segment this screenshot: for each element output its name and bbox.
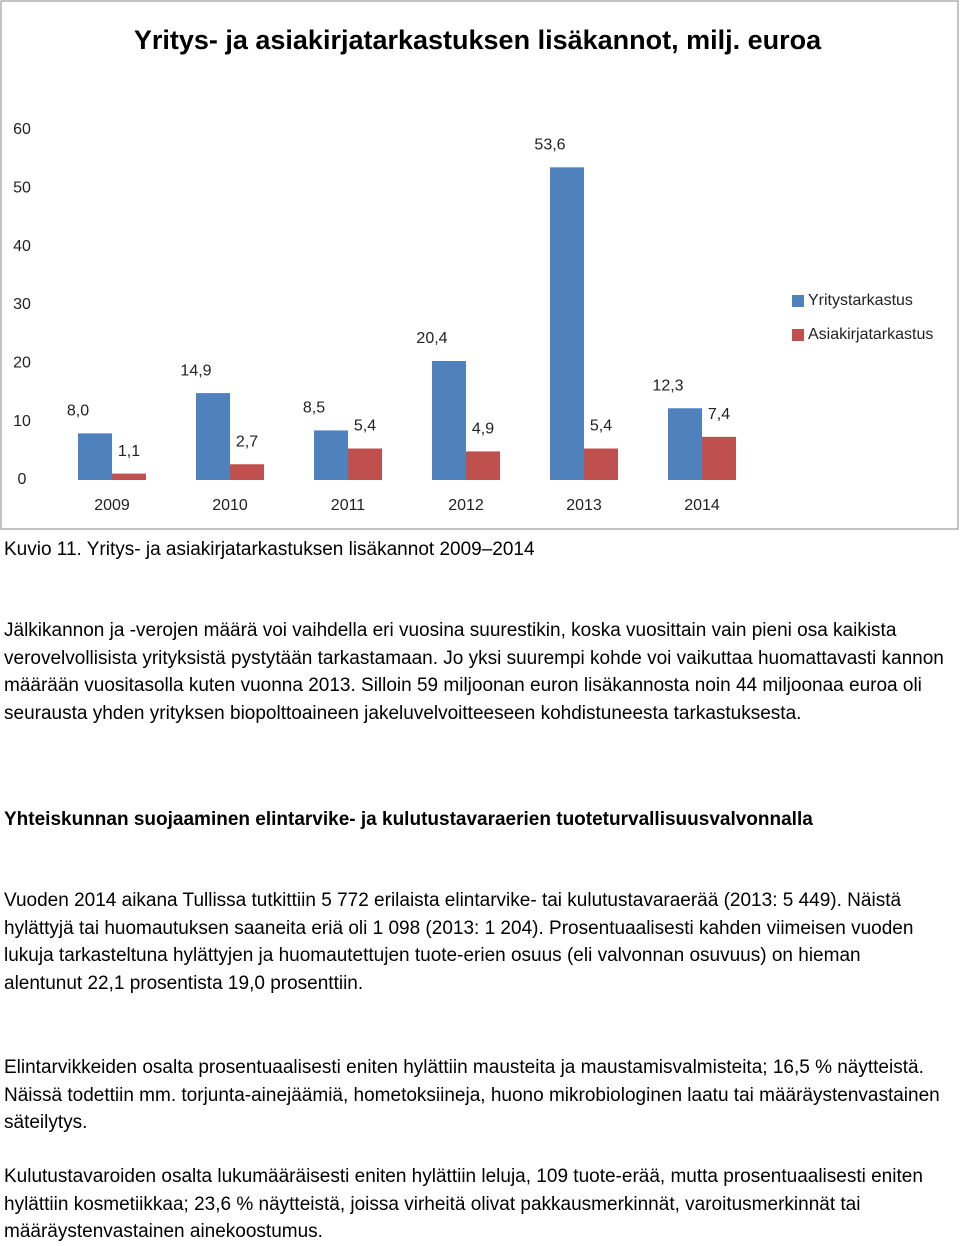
value-label: 2,7 <box>236 433 258 450</box>
value-label: 4,9 <box>472 421 494 438</box>
y-tick-label: 30 <box>13 296 31 313</box>
chart-title: Yritys- ja asiakirjatarkastuksen lisäkan… <box>133 25 822 55</box>
bar <box>668 408 702 480</box>
value-label: 53,6 <box>534 137 565 154</box>
value-label: 12,3 <box>652 377 683 394</box>
paragraph: Kulutustavaroiden osalta lukumääräisesti… <box>4 1166 923 1242</box>
y-tick-label: 60 <box>13 121 31 138</box>
y-tick-label: 40 <box>13 238 31 255</box>
value-label: 1,1 <box>118 443 140 460</box>
bar <box>112 473 146 480</box>
bar <box>78 433 112 480</box>
value-label: 8,0 <box>67 403 89 420</box>
bar <box>348 448 382 480</box>
paragraph: Elintarvikkeiden osalta prosentuaalisest… <box>4 1057 940 1133</box>
bar <box>466 451 500 480</box>
value-label: 14,9 <box>180 362 211 379</box>
x-tick-label: 2013 <box>566 497 602 514</box>
paragraph: Vuoden 2014 aikana Tullissa tutkittiin 5… <box>4 890 914 994</box>
paragraph: Jälkikannon ja -verojen määrä voi vaihde… <box>4 620 944 724</box>
value-label: 8,5 <box>303 400 325 417</box>
value-label: 5,4 <box>590 418 612 435</box>
bar <box>702 436 736 480</box>
x-tick-label: 2012 <box>448 497 484 514</box>
y-tick-label: 10 <box>13 413 31 430</box>
y-tick-label: 50 <box>13 180 31 197</box>
value-label: 20,4 <box>416 330 447 347</box>
x-tick-label: 2011 <box>331 497 366 514</box>
caption: Kuvio 11. Yritys- ja asiakirjatarkastuks… <box>4 539 535 560</box>
value-label: 5,4 <box>354 418 376 435</box>
x-tick-label: 2010 <box>212 497 248 514</box>
chart-frame <box>0 0 959 530</box>
legend-swatch <box>792 295 804 307</box>
bar <box>584 448 618 480</box>
bar <box>550 167 584 481</box>
y-tick-label: 20 <box>13 355 31 372</box>
legend-label: Asiakirjatarkastus <box>808 326 933 343</box>
heading: Yhteiskunnan suojaaminen elintarvike- ja… <box>4 809 813 830</box>
bar <box>230 464 264 480</box>
value-label: 7,4 <box>708 406 730 423</box>
y-tick-label: 0 <box>18 471 27 488</box>
x-tick-label: 2014 <box>684 497 720 514</box>
bar <box>432 361 466 480</box>
bar <box>196 393 230 480</box>
bar <box>314 430 348 480</box>
x-tick-label: 2009 <box>94 497 130 514</box>
legend-swatch <box>792 329 804 341</box>
legend-label: Yritystarkastus <box>808 292 913 309</box>
chart: 0 10 20 30 40 50 60 2009 8,0 1,1 2010 14,9 2,7 2011 8,… <box>0 0 959 530</box>
